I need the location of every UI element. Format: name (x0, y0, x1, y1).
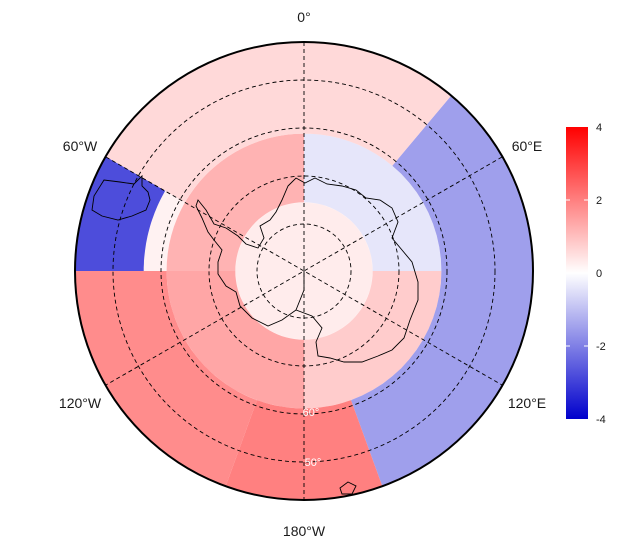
lon-label-120e: 120°E (508, 395, 546, 411)
lon-label-0: 0° (297, 9, 310, 25)
colorbar-gradient (566, 127, 588, 419)
lat-label-60: 60° (303, 407, 320, 419)
colorbar-tick-neg2: -2 (596, 341, 606, 353)
field-region-7 (75, 271, 257, 487)
lat-label-50: 50° (305, 457, 322, 469)
field-region-9 (105, 42, 452, 203)
colorbar-tick-0: 0 (596, 268, 602, 280)
lon-label-180w: 180°W (283, 523, 326, 539)
colorbar-tick-4: 4 (596, 122, 602, 134)
lon-label-120w: 120°W (59, 395, 102, 411)
ross-ice-shelf-line (295, 271, 305, 311)
colorbar: 4 2 0 -2 -4 (566, 122, 606, 426)
field-region-5 (351, 95, 533, 487)
antarctica-coastline (195, 177, 419, 363)
map-border (74, 41, 534, 501)
lon-label-60e: 60°E (512, 138, 543, 154)
new-zealand-coastline (339, 481, 357, 495)
field-region-4 (166, 271, 304, 409)
field-region-3 (304, 271, 442, 409)
south-america-coastline (91, 174, 151, 221)
colorbar-tick-2: 2 (596, 195, 602, 207)
coastlines (91, 174, 419, 495)
lon-label-60w: 60°W (63, 138, 98, 154)
colorbar-tick-neg4: -4 (596, 414, 606, 426)
graticule (105, 42, 503, 500)
meridian-60e-120w (105, 156, 503, 386)
meridian-60w-120e (105, 156, 503, 386)
anomaly-field (75, 42, 533, 500)
field-region-2 (304, 133, 442, 271)
field-region-1 (166, 133, 304, 271)
